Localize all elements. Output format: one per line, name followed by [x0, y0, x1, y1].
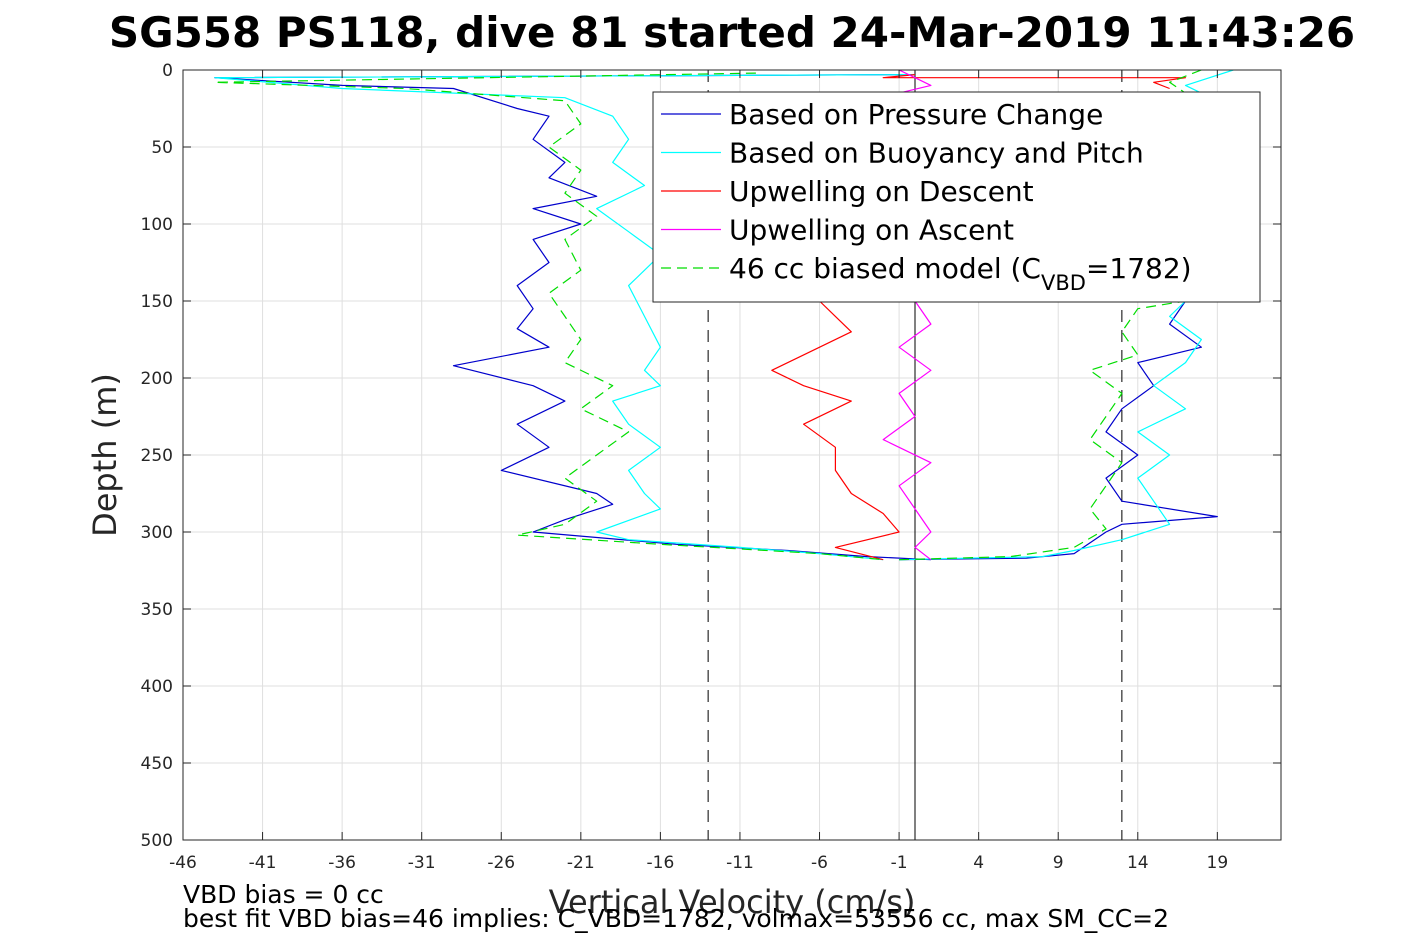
x-tick-label: -31 — [408, 853, 436, 873]
series-4 — [882, 70, 932, 561]
series-line — [771, 300, 900, 561]
y-tick-label: 250 — [141, 446, 173, 466]
x-tick-label: -26 — [487, 853, 515, 873]
x-tick-label: -46 — [169, 853, 197, 873]
series-line — [899, 300, 1218, 561]
legend-label-part: Based on Pressure Change — [729, 98, 1103, 131]
y-tick-label: 0 — [162, 61, 173, 81]
series-line — [898, 70, 932, 94]
legend-label-part: 46 cc biased model (C — [729, 252, 1041, 285]
series-line — [214, 74, 916, 561]
legend-label: Upwelling on Ascent — [729, 214, 1014, 247]
legend-label-part: Upwelling on Ascent — [729, 214, 1014, 247]
legend-entry: Upwelling on Descent — [661, 175, 1034, 208]
series-line — [1168, 70, 1202, 94]
chart-title: SG558 PS118, dive 81 started 24-Mar-2019… — [109, 8, 1355, 57]
legend-label-part: Based on Buoyancy and Pitch — [729, 137, 1144, 170]
y-tick-label: 300 — [141, 523, 173, 543]
x-tick-label: -6 — [811, 853, 828, 873]
y-tick-label: 450 — [141, 754, 173, 774]
x-tick-label: -41 — [249, 853, 277, 873]
series-5 — [214, 70, 1202, 561]
series-3 — [771, 74, 1187, 561]
vbd-bias-note: VBD bias = 0 cc — [183, 880, 384, 909]
y-axis-label: Depth (m) — [86, 373, 124, 537]
series-line — [214, 72, 884, 561]
x-tick-label: -1 — [891, 853, 908, 873]
x-tick-label: -21 — [567, 853, 595, 873]
x-axis-ticks: -46 -41 -36 -31 -26 -21 -16 -11 -6 -1 4 9 14 19 — [169, 70, 1228, 873]
y-axis-ticks: 0 50 100 150 200 250 300 350 400 450 500 — [141, 61, 1281, 851]
legend-box — [652, 91, 1261, 303]
legend-entry: 46 cc biased model (CVBD=1782) — [661, 252, 1192, 295]
x-tick-label: 9 — [1053, 853, 1064, 873]
legend-entry: Based on Pressure Change — [661, 98, 1103, 131]
y-tick-label: 50 — [151, 138, 173, 158]
x-tick-label: 4 — [973, 853, 984, 873]
legend-label-part: VBD — [1041, 271, 1086, 295]
x-axis-label: Vertical Velocity (cm/s) — [549, 883, 916, 921]
y-tick-label: 150 — [141, 292, 173, 312]
series-1 — [214, 74, 1218, 561]
legend-label: Based on Pressure Change — [729, 98, 1103, 131]
y-tick-label: 500 — [141, 831, 173, 851]
y-tick-label: 350 — [141, 600, 173, 620]
series-line — [899, 300, 1203, 561]
y-tick-label: 100 — [141, 215, 173, 235]
x-tick-label: 14 — [1127, 853, 1149, 873]
x-tick-label: -11 — [726, 853, 754, 873]
x-tick-label: 19 — [1207, 853, 1229, 873]
data-series — [214, 70, 1234, 561]
legend-entry: Upwelling on Ascent — [661, 214, 1014, 247]
series-line — [882, 74, 1187, 90]
legend-entry: Based on Buoyancy and Pitch — [661, 137, 1144, 170]
best-fit-note: best fit VBD bias=46 implies: C_VBD=1782… — [183, 904, 1169, 933]
legend-label: 46 cc biased model (CVBD=1782) — [729, 252, 1192, 295]
legend-label: Based on Buoyancy and Pitch — [729, 137, 1144, 170]
x-tick-label: -36 — [328, 853, 356, 873]
legend-label-part: =1782) — [1086, 252, 1192, 285]
series-line — [899, 300, 1186, 561]
x-tick-label: -16 — [647, 853, 675, 873]
legend: Based on Pressure Change Based on Buoyanc… — [652, 91, 1261, 303]
series-line — [882, 300, 932, 561]
y-tick-label: 400 — [141, 677, 173, 697]
legend-label: Upwelling on Descent — [729, 175, 1034, 208]
y-tick-label: 200 — [141, 369, 173, 389]
series-line — [214, 74, 931, 561]
legend-label-part: Upwelling on Descent — [729, 175, 1034, 208]
